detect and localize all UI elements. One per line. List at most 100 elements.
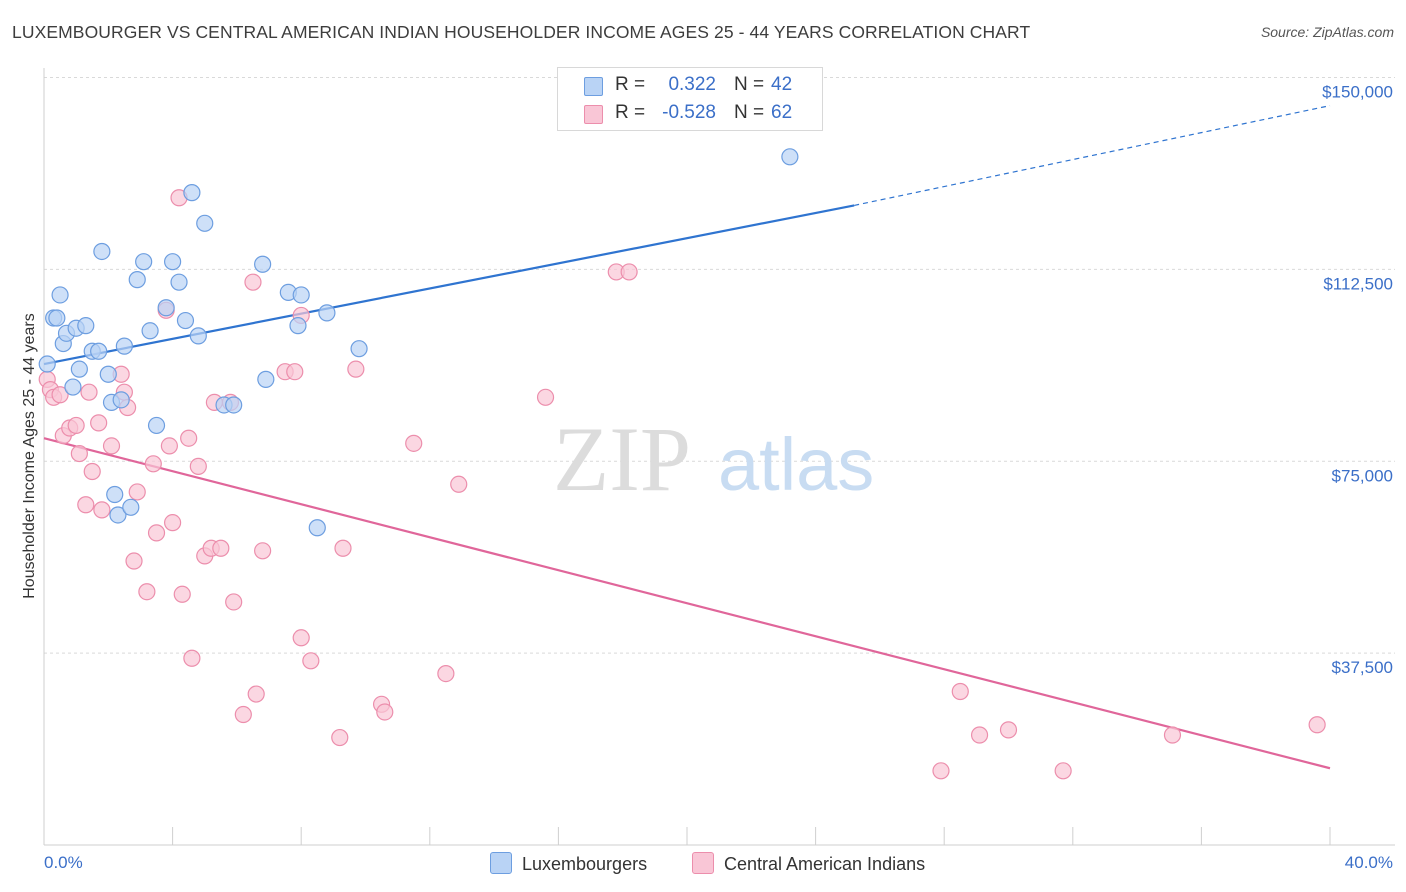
legend-swatch-pink <box>584 105 603 124</box>
point-luxembourgers <box>109 506 127 524</box>
source-label: Source: ZipAtlas.com <box>1260 24 1394 40</box>
legend-r-label: R = <box>615 102 646 123</box>
point-central-american-indians <box>254 542 272 560</box>
point-central-american-indians <box>620 263 638 281</box>
point-central-american-indians <box>951 682 969 701</box>
legend-item-central-american-indians: Central American Indians <box>692 852 925 875</box>
point-luxembourgers <box>135 253 153 271</box>
legend-r-value: -0.528 <box>662 102 716 123</box>
legend-r-value: 0.322 <box>668 74 716 95</box>
point-luxembourgers <box>38 355 56 373</box>
trend-line-central-american-indians <box>43 437 1331 770</box>
point-luxembourgers <box>70 360 88 378</box>
point-luxembourgers <box>147 416 166 435</box>
legend-item-luxembourgers: Luxembourgers <box>490 852 647 875</box>
point-central-american-indians <box>292 629 310 647</box>
point-central-american-indians <box>302 652 320 670</box>
y-tick-label: $150,000 <box>1322 83 1393 102</box>
point-luxembourgers <box>51 286 69 304</box>
point-central-american-indians <box>405 434 423 452</box>
legend-row-luxembourgers: R = 0.322 N = 42 <box>558 72 822 100</box>
legend-n-value: 62 <box>771 102 793 123</box>
point-luxembourgers <box>64 378 82 396</box>
point-luxembourgers <box>257 370 275 388</box>
point-central-american-indians <box>212 539 230 557</box>
legend-n-value: 42 <box>771 74 793 95</box>
point-luxembourgers <box>225 396 243 414</box>
point-central-american-indians <box>144 455 162 473</box>
point-central-american-indians <box>164 514 182 532</box>
point-luxembourgers <box>289 317 307 335</box>
point-central-american-indians <box>80 383 98 401</box>
x-tick-label-max: 40.0% <box>1345 853 1393 872</box>
point-central-american-indians <box>437 664 455 683</box>
point-central-american-indians <box>51 386 69 404</box>
point-central-american-indians <box>67 416 85 435</box>
legend-swatch-blue <box>490 852 512 874</box>
point-luxembourgers <box>106 485 124 504</box>
point-central-american-indians <box>138 583 156 601</box>
point-luxembourgers <box>157 299 175 317</box>
legend-label-central-american-indians: Central American Indians <box>724 854 926 874</box>
point-central-american-indians <box>147 524 166 542</box>
point-central-american-indians <box>331 728 349 747</box>
y-tick-label: $37,500 <box>1332 658 1393 677</box>
legend-row-central-american-indians: R = -0.528 N = 62 <box>558 100 822 128</box>
point-central-american-indians <box>83 462 101 481</box>
stats-legend: R = 0.322 N = 42 R = -0.528 N = 62 <box>557 67 823 131</box>
point-central-american-indians <box>999 721 1018 739</box>
watermark: ZIP atlas <box>553 408 874 510</box>
point-central-american-indians <box>70 444 88 463</box>
point-luxembourgers <box>318 304 336 322</box>
point-luxembourgers <box>112 391 130 409</box>
point-central-american-indians <box>189 457 207 475</box>
point-central-american-indians <box>286 363 304 381</box>
legend-label-luxembourgers: Luxembourgers <box>522 854 648 874</box>
point-central-american-indians <box>536 388 555 406</box>
point-central-american-indians <box>376 703 394 721</box>
point-luxembourgers <box>176 311 195 330</box>
point-central-american-indians <box>970 726 989 744</box>
point-central-american-indians <box>183 649 201 667</box>
point-luxembourgers <box>77 317 95 335</box>
tick-labels: $37,500 $75,000 $112,500 $150,000 0.0% 40.0% <box>44 83 1393 873</box>
point-central-american-indians <box>173 585 191 603</box>
axes <box>43 68 1395 846</box>
point-central-american-indians <box>247 685 265 703</box>
point-central-american-indians <box>347 360 365 378</box>
point-luxembourgers <box>170 273 188 291</box>
point-luxembourgers <box>115 337 133 355</box>
point-luxembourgers <box>350 340 368 358</box>
point-luxembourgers <box>93 242 111 261</box>
point-central-american-indians <box>932 762 950 780</box>
point-luxembourgers <box>292 286 310 304</box>
point-central-american-indians <box>450 475 468 493</box>
point-luxembourgers <box>196 214 214 232</box>
trend-line-luxembourgers <box>43 204 855 366</box>
point-luxembourgers <box>128 271 146 289</box>
point-luxembourgers <box>254 255 272 273</box>
point-luxembourgers <box>90 342 108 360</box>
point-central-american-indians <box>180 429 198 447</box>
point-central-american-indians <box>77 496 95 514</box>
point-luxembourgers <box>781 148 799 166</box>
y-axis-title: Householder Income Ages 25 - 44 years <box>21 313 38 599</box>
point-luxembourgers <box>122 498 140 516</box>
point-luxembourgers <box>189 327 207 345</box>
legend-swatch-blue <box>584 77 603 96</box>
point-central-american-indians <box>234 705 252 724</box>
point-central-american-indians <box>160 437 178 455</box>
point-central-american-indians <box>93 501 111 519</box>
series-legend: Luxembourgers Central American Indians <box>0 852 1406 878</box>
y-tick-label: $112,500 <box>1323 274 1393 293</box>
point-luxembourgers <box>183 184 201 202</box>
chart-title: LUXEMBOURGER VS CENTRAL AMERICAN INDIAN … <box>12 22 1031 42</box>
point-central-american-indians <box>334 539 352 557</box>
point-central-american-indians <box>128 483 146 501</box>
point-luxembourgers <box>48 309 66 327</box>
point-central-american-indians <box>90 414 108 432</box>
watermark-zip: ZIP <box>553 408 691 510</box>
point-central-american-indians <box>1308 716 1326 734</box>
point-central-american-indians <box>1054 762 1072 780</box>
